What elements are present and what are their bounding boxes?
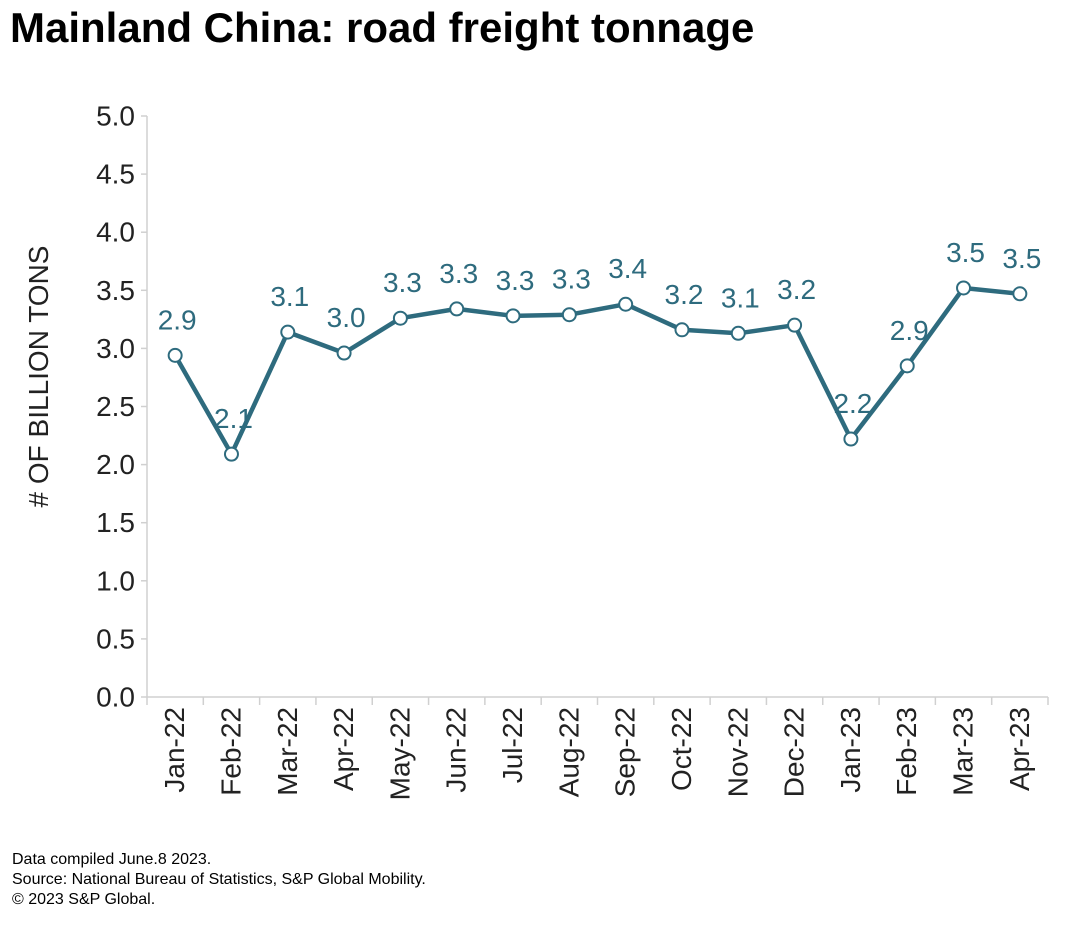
data-label: 3.5 xyxy=(946,237,985,268)
y-tick-label: 5.0 xyxy=(96,101,135,132)
data-label: 3.0 xyxy=(327,302,366,333)
data-point xyxy=(956,280,972,296)
data-point xyxy=(392,310,408,326)
data-point xyxy=(899,358,915,374)
x-tick-label: Jan-23 xyxy=(835,707,866,793)
data-point xyxy=(561,307,577,323)
data-label: 3.3 xyxy=(552,264,591,295)
data-point xyxy=(223,446,239,462)
x-tick-label: Apr-23 xyxy=(1004,707,1035,791)
data-label: 3.2 xyxy=(665,279,704,310)
x-tick-label: Mar-22 xyxy=(272,707,303,796)
data-point xyxy=(280,324,296,340)
y-tick-label: 0.0 xyxy=(96,682,135,713)
x-tick-label: Nov-22 xyxy=(722,707,753,797)
data-point xyxy=(505,308,521,324)
footnotes: Data compiled June.8 2023. Source: Natio… xyxy=(12,850,426,910)
x-tick-label: Sep-22 xyxy=(610,707,641,797)
x-tick-label: May-22 xyxy=(384,707,415,800)
y-axis-title: # OF BILLION TONS xyxy=(23,246,54,508)
y-tick-label: 4.5 xyxy=(96,159,135,190)
x-tick-label: Feb-23 xyxy=(891,707,922,796)
x-tick-label: Jul-22 xyxy=(497,707,528,783)
data-label: 3.2 xyxy=(777,274,816,305)
data-point xyxy=(449,301,465,317)
x-tick-label: Oct-22 xyxy=(666,707,697,791)
x-tick-label: Apr-22 xyxy=(328,707,359,791)
data-point xyxy=(787,317,803,333)
data-label: 3.3 xyxy=(383,267,422,298)
x-tick-label: Jan-22 xyxy=(159,707,190,793)
data-point xyxy=(1012,286,1028,302)
data-point xyxy=(730,325,746,341)
x-tick-label: Mar-23 xyxy=(948,707,979,796)
data-label: 3.1 xyxy=(270,281,309,312)
data-point xyxy=(674,322,690,338)
y-tick-label: 4.0 xyxy=(96,217,135,248)
y-tick-label: 3.5 xyxy=(96,275,135,306)
chart-title: Mainland China: road freight tonnage xyxy=(10,4,755,51)
data-label: 2.1 xyxy=(214,403,253,434)
source-note: Source: National Bureau of Statistics, S… xyxy=(12,871,426,888)
y-tick-label: 1.5 xyxy=(96,507,135,538)
copyright-note: © 2023 S&P Global. xyxy=(12,891,156,908)
x-tick-label: Dec-22 xyxy=(779,707,810,797)
data-point xyxy=(167,347,183,363)
data-label: 2.9 xyxy=(890,315,929,346)
data-label: 2.2 xyxy=(833,388,872,419)
data-label: 3.4 xyxy=(608,253,647,284)
data-point xyxy=(843,431,859,447)
data-label: 3.5 xyxy=(1002,243,1041,274)
y-tick-label: 2.5 xyxy=(96,391,135,422)
data-label: 3.3 xyxy=(496,265,535,296)
series-line xyxy=(172,285,1023,457)
data-point xyxy=(336,345,352,361)
y-tick-label: 1.0 xyxy=(96,565,135,596)
x-tick-label: Jun-22 xyxy=(441,707,472,793)
x-tick-label: Feb-22 xyxy=(215,707,246,796)
data-point xyxy=(618,296,634,312)
data-label: 2.9 xyxy=(158,304,197,335)
data-compiled-note: Data compiled June.8 2023. xyxy=(12,851,212,868)
data-label: 3.1 xyxy=(721,282,760,313)
x-tick-label: Aug-22 xyxy=(553,707,584,797)
y-tick-label: 2.0 xyxy=(96,449,135,480)
y-tick-label: 0.5 xyxy=(96,623,135,654)
y-tick-label: 3.0 xyxy=(96,333,135,364)
data-label: 3.3 xyxy=(439,258,478,289)
